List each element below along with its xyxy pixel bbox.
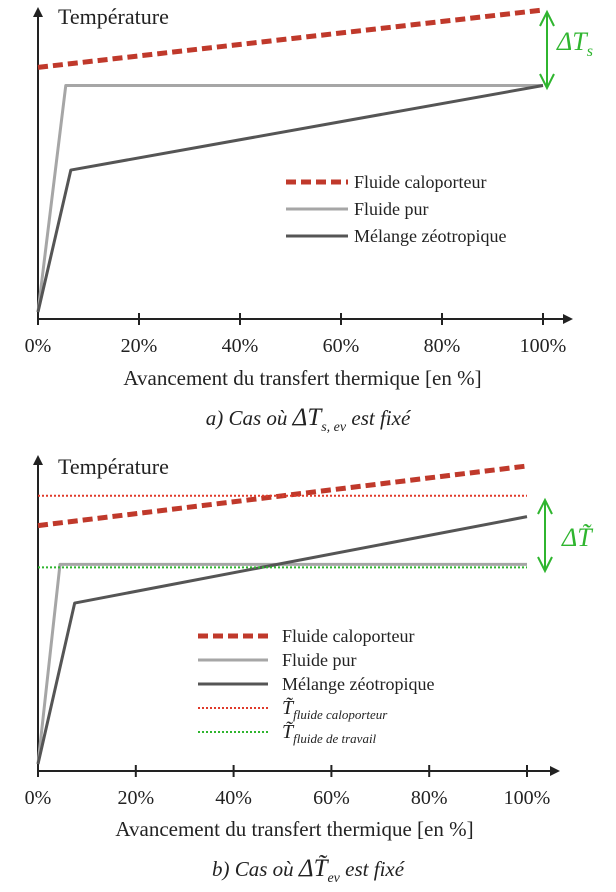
series-line-0 (37, 7, 544, 70)
delta-arrowhead-bottom (539, 73, 555, 91)
legend: Fluide caloporteur Fluide pur Mélange zéot… (286, 172, 506, 246)
x-tick-label: 20% (121, 335, 158, 357)
delta-label: ΔTs (556, 27, 593, 60)
legend-label-1: Fluide pur (282, 650, 357, 670)
delta-arrowhead-top (537, 497, 553, 515)
x-tick-label: 0% (25, 335, 52, 357)
legend-label-4: T̃fluide de travail (282, 720, 377, 746)
figure-caption: a) Cas où ΔTs, ev est fixé (206, 404, 412, 435)
delta-arrowhead-bottom (537, 556, 553, 574)
legend: Fluide caloporteur Fluide pur Mélange zéot… (198, 626, 434, 746)
x-tick-label: 0% (25, 787, 52, 809)
x-tick-label: 60% (313, 787, 350, 809)
x-axis-title: Avancement du transfert thermique [en %] (115, 817, 473, 841)
delta-arrowhead-top (539, 9, 555, 27)
series-line-2 (36, 515, 528, 765)
x-tick-label: 100% (520, 335, 567, 357)
x-tick-label: 60% (323, 335, 360, 357)
legend-label-3: T̃fluide caloporteur (282, 696, 388, 722)
x-tick-label: 40% (215, 787, 252, 809)
x-tick-label: 40% (222, 335, 259, 357)
x-tick-label: 20% (117, 787, 154, 809)
series-line-2 (36, 84, 544, 313)
chart-panel-b: 0% 20% 40% 60% 80% 100% Température Avancement … (25, 454, 594, 886)
y-axis-title: Température (58, 4, 169, 29)
x-tick-label: 100% (504, 787, 551, 809)
legend-label-1: Fluide pur (354, 199, 429, 219)
x-tick-label: 80% (424, 335, 461, 357)
x-axis-title: Avancement du transfert thermique [en %] (123, 366, 481, 390)
legend-label-0: Fluide caloporteur (354, 172, 486, 192)
y-axis-title: Température (58, 454, 169, 479)
series-line-1 (36, 562, 527, 765)
legend-label-0: Fluide caloporteur (282, 626, 414, 646)
figure-caption: b) Cas où ΔT̃ev est fixé (212, 855, 406, 886)
x-tick-label: 80% (411, 787, 448, 809)
delta-label: ΔT̃ (561, 523, 593, 552)
legend-label-2: Mélange zéotropique (354, 226, 506, 246)
chart-panel-a: 0% 20% 40% 60% 80% 100% Température Avancement … (25, 4, 593, 435)
series-line-1 (36, 84, 543, 313)
legend-label-2: Mélange zéotropique (282, 674, 434, 694)
